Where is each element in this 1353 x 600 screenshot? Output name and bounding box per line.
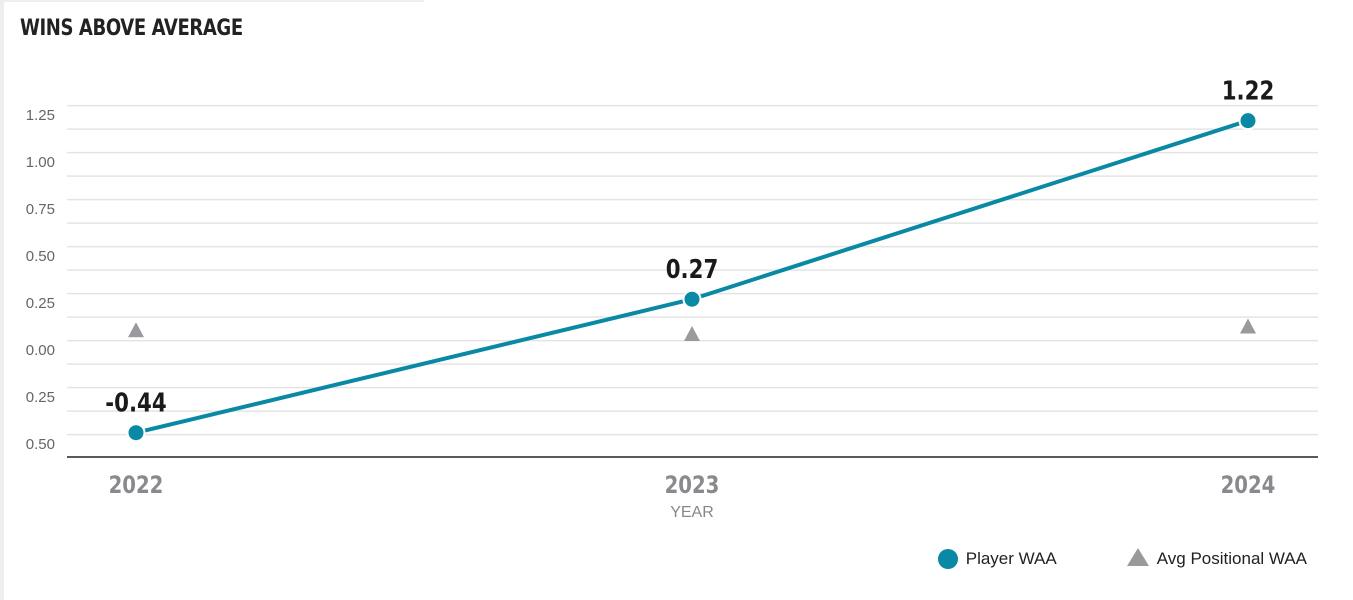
- y-tick-label: 0.25: [26, 295, 55, 312]
- x-axis-title: YEAR: [670, 504, 714, 521]
- line-chart: 1.251.000.750.500.250.000.250.50 2022 202…: [26, 76, 1318, 521]
- y-tick-label: 0.50: [26, 436, 55, 453]
- avg-positional-marker[interactable]: [128, 322, 144, 338]
- avg-positional-marker[interactable]: [1240, 318, 1256, 334]
- legend-item-player-waa[interactable]: Player WAA: [937, 549, 1057, 569]
- y-tick-label: 0.25: [26, 389, 55, 406]
- y-tick-label: 1.00: [26, 154, 55, 171]
- x-tick-label: 2023: [665, 472, 720, 499]
- triangle-marker-icon: [1126, 548, 1149, 566]
- grid-lines: [67, 104, 1318, 436]
- panel-top-border: [4, 0, 424, 2]
- legend: Player WAA Avg Positional WAA: [937, 548, 1307, 569]
- player-waa-point[interactable]: [126, 423, 146, 443]
- player-waa-point[interactable]: [682, 289, 702, 309]
- y-tick-label: 0.75: [26, 201, 55, 218]
- series-layer: -0.44 0.27 1.22: [105, 76, 1275, 443]
- x-tick-label: 2022: [109, 472, 164, 499]
- circle-marker-icon: [937, 549, 958, 569]
- legend-label-avg-positional-waa: Avg Positional WAA: [1156, 549, 1307, 568]
- y-tick-label: 1.25: [26, 107, 55, 124]
- y-axis-ticks: 1.25 1.00 0.75 0.50 0.25 0.00 0.25 0.50: [26, 107, 55, 453]
- chart-title: WINS ABOVE AVERAGE: [20, 16, 243, 41]
- avg-positional-marker[interactable]: [684, 325, 700, 341]
- legend-label-player-waa: Player WAA: [965, 549, 1057, 568]
- x-tick-label: 2024: [1221, 472, 1276, 499]
- data-label: -0.44: [105, 388, 166, 419]
- data-label: 0.27: [666, 254, 719, 285]
- panel-left-border: [0, 0, 4, 600]
- y-tick-label: 0.00: [26, 342, 55, 359]
- player-waa-point[interactable]: [1238, 111, 1258, 131]
- data-label: 1.22: [1222, 76, 1275, 107]
- x-axis-ticks: 2022 2023 2024: [109, 472, 1276, 499]
- y-tick-label: 0.50: [26, 248, 55, 265]
- legend-item-avg-positional-waa[interactable]: Avg Positional WAA: [1126, 548, 1307, 569]
